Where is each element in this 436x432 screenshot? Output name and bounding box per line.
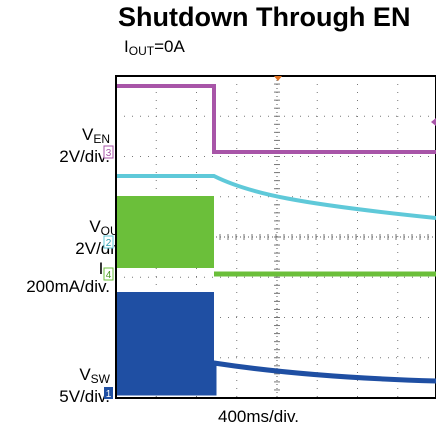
subtitle-base: I [124, 37, 129, 56]
vsw-scale: 5V/div. [59, 387, 110, 406]
ven-name: VEN [81, 125, 110, 147]
ven-level-marker [431, 118, 436, 126]
il-scale-label: 200mA/div. [26, 278, 110, 296]
il-scale: 200mA/div. [26, 277, 110, 296]
vsw-name: VSW [79, 365, 110, 387]
subtitle-sub: OUT [128, 44, 155, 58]
chart-title: Shutdown Through EN [118, 2, 411, 32]
ch1-marker: 1 [104, 387, 113, 400]
ch3-marker: 3 [103, 145, 114, 159]
svg-text:4: 4 [106, 270, 112, 281]
il-switching-burst [117, 196, 214, 268]
chart-subtitle: IOUT=0A [124, 37, 185, 58]
trigger-marker [274, 76, 282, 81]
x-axis-scale-label: 400ms/div. [218, 407, 299, 426]
svg-text:1: 1 [106, 389, 112, 400]
ch2-marker: 2 [103, 235, 114, 249]
ven-scale: 2V/div. [59, 147, 110, 166]
svg-text:3: 3 [106, 148, 112, 159]
ven-trace [117, 84, 436, 154]
vout-trace [117, 174, 436, 220]
ch4-marker: 4 [103, 267, 114, 281]
svg-text:2: 2 [106, 238, 112, 249]
vsw-switching-burst [117, 292, 214, 393]
vsw-trace [117, 360, 436, 396]
vsw-label: VSW 5V/div. [59, 366, 110, 406]
subtitle-rest: =0A [154, 37, 185, 56]
ven-label: VEN 2V/div. [59, 126, 110, 166]
channel-markers: 3 2 4 1 [103, 145, 114, 400]
